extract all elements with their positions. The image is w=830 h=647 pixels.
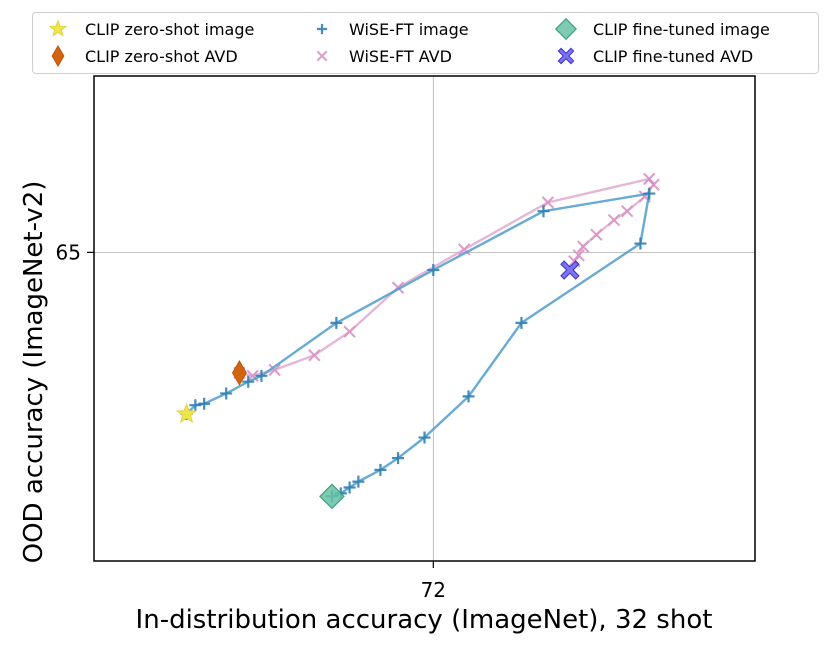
- legend-item: CLIP zero-shot image: [41, 18, 254, 40]
- data-point: [189, 399, 202, 412]
- legend-label: CLIP zero-shot image: [85, 19, 255, 39]
- data-point: [620, 205, 634, 218]
- legend-marker: [557, 47, 575, 65]
- legend-swatch: [48, 19, 68, 37]
- tick-layer: 72 65: [56, 240, 446, 602]
- data-point: [607, 213, 621, 227]
- data-point: [515, 316, 528, 329]
- legend-label: CLIP fine-tuned image: [593, 19, 770, 39]
- data-point: [537, 205, 550, 218]
- legend-marker: [51, 45, 65, 67]
- data-point: [576, 240, 590, 253]
- data-point: [343, 481, 356, 494]
- legend-swatch: [51, 45, 65, 67]
- data-point: [643, 172, 656, 186]
- legend-label: CLIP fine-tuned AVD: [593, 46, 754, 66]
- legend-swatch: [557, 47, 575, 65]
- data-point: [231, 360, 247, 386]
- data-point: [590, 228, 603, 241]
- series-layer: [175, 172, 660, 510]
- legend-swatch: [316, 23, 328, 35]
- data-point: [352, 475, 365, 488]
- data-point: [198, 397, 211, 410]
- grid-layer: [94, 76, 755, 561]
- data-point: [572, 249, 585, 262]
- series-clip-zero-shot-avd: [231, 360, 247, 386]
- data-point: [457, 243, 471, 256]
- legend-item: CLIP fine-tuned image: [549, 18, 770, 40]
- legend-marker: [316, 23, 328, 35]
- legend-swatch: [554, 18, 578, 40]
- y-tick-label: 65: [56, 240, 81, 264]
- legend-marker: [48, 19, 68, 37]
- plot-frame: [93, 75, 756, 562]
- data-point: [392, 452, 405, 465]
- legend-item: CLIP zero-shot AVD: [41, 45, 238, 67]
- data-point: [255, 369, 268, 382]
- data-point: [308, 349, 321, 362]
- legend-label: WiSE-FT AVD: [349, 46, 452, 66]
- data-point: [242, 375, 255, 388]
- data-point: [427, 264, 440, 276]
- data-point: [462, 390, 475, 403]
- data-point: [374, 463, 387, 476]
- x-axis-label: In-distribution accuracy (ImageNet), 32 …: [136, 605, 713, 635]
- series-clip-fine-tuned-image: [319, 483, 345, 510]
- y-axis-label: OOD accuracy (ImageNet-v2): [19, 181, 49, 564]
- data-point: [319, 483, 345, 510]
- legend-item: WiSE-FT AVD: [305, 45, 452, 67]
- legend: CLIP zero-shot image WiSE-FT image CLIP fi…: [32, 12, 819, 74]
- data-point: [418, 431, 431, 444]
- data-point: [220, 387, 233, 400]
- series-clip-zero-shot-image: [175, 402, 198, 424]
- legend-marker: [554, 18, 578, 40]
- legend-label: WiSE-FT image: [349, 19, 469, 39]
- legend-item: WiSE-FT image: [305, 18, 469, 40]
- data-point: [330, 316, 343, 329]
- series-wise-ft-image: [180, 187, 656, 503]
- x-tick-label: 72: [421, 578, 446, 602]
- legend-marker: [316, 50, 328, 62]
- series-wise-ft-avd: [233, 172, 660, 383]
- data-point: [175, 402, 198, 424]
- data-point: [268, 363, 281, 377]
- legend-swatch: [316, 50, 328, 62]
- data-point: [634, 237, 647, 250]
- legend-item: CLIP fine-tuned AVD: [549, 45, 753, 67]
- series-clip-fine-tuned-avd: [560, 260, 580, 280]
- data-point: [643, 187, 656, 200]
- legend-label: CLIP zero-shot AVD: [85, 46, 238, 66]
- data-point: [560, 260, 580, 280]
- data-point: [343, 325, 356, 338]
- series-line: [185, 192, 651, 498]
